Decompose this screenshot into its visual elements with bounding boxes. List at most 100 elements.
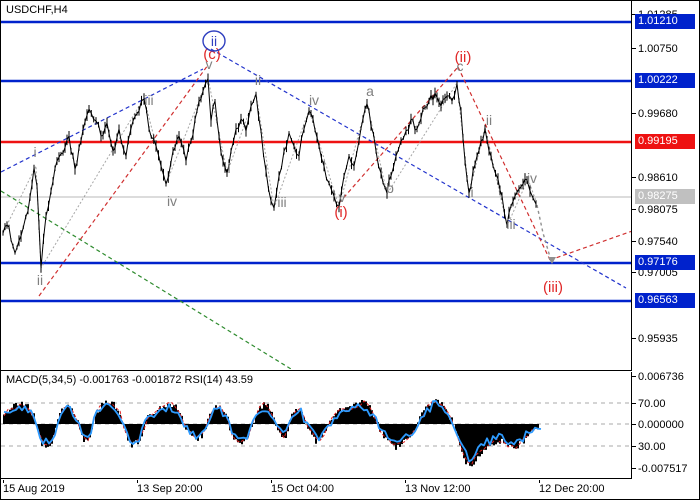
tick-mark bbox=[632, 177, 636, 178]
trendline-red bbox=[457, 66, 551, 261]
time-axis-label: 13 Nov 12:00 bbox=[405, 483, 471, 495]
support-resistance-lines bbox=[1, 20, 631, 303]
time-tick-mark bbox=[3, 480, 4, 483]
time-tick-mark bbox=[271, 480, 272, 483]
circled-wave-outline bbox=[202, 30, 226, 52]
tick-label: -0.007517 bbox=[638, 462, 688, 475]
tick-mark bbox=[632, 241, 636, 242]
price-bars bbox=[2, 73, 537, 273]
price-axis-tick: 0.006736 bbox=[632, 370, 684, 383]
rsi-line bbox=[3, 400, 542, 463]
price-axis-tick: 0.95935 bbox=[632, 332, 678, 345]
wave-label-gray: b bbox=[386, 180, 394, 196]
price-axis-tick: 0.98610 bbox=[632, 171, 678, 184]
tick-label: 0.006736 bbox=[638, 370, 684, 383]
wave-label-gray: c bbox=[457, 58, 464, 74]
price-series bbox=[2, 73, 537, 273]
tick-label: 0.98610 bbox=[638, 171, 678, 184]
trendline-blue bbox=[1, 68, 204, 173]
price-badge-1.01210: 1.01210 bbox=[635, 14, 695, 29]
tick-label: 0.95935 bbox=[638, 332, 678, 345]
chart-symbol-title: USDCHF,H4 bbox=[6, 4, 68, 16]
wave-label-gray: iii bbox=[277, 194, 286, 210]
wave-label-red: (i) bbox=[334, 204, 347, 221]
price-badge-0.96563: 0.96563 bbox=[635, 293, 695, 308]
macd-histogram bbox=[3, 399, 539, 467]
time-tick-mark bbox=[405, 480, 406, 483]
tick-label: 0.97540 bbox=[638, 235, 678, 248]
trendline-green bbox=[1, 190, 292, 369]
wave-label-gray: iv bbox=[167, 193, 177, 209]
wave-label-gray: v bbox=[206, 56, 213, 72]
time-tick-mark bbox=[539, 480, 540, 483]
tick-mark bbox=[632, 113, 636, 114]
tick-mark bbox=[632, 446, 636, 447]
tick-mark bbox=[632, 376, 636, 377]
wave-label-gray: ii bbox=[255, 72, 261, 88]
indicator-label: MACD(5,34,5) -0.001763 -0.001872 RSI(14)… bbox=[6, 374, 254, 386]
tick-mark bbox=[632, 403, 636, 404]
tick-label: 0.98075 bbox=[638, 203, 678, 216]
wave-label-gray: iv bbox=[527, 170, 537, 186]
tick-mark bbox=[632, 14, 636, 15]
trendline-red bbox=[549, 230, 631, 261]
wave-label-red: (iii) bbox=[543, 279, 563, 296]
price-badge-0.97176: 0.97176 bbox=[635, 255, 695, 270]
time-axis-label: 12 Dec 20:00 bbox=[539, 483, 605, 495]
indicator-canvas[interactable] bbox=[1, 372, 630, 477]
price-axis-tick: 0.97540 bbox=[632, 235, 678, 248]
tick-mark bbox=[632, 48, 636, 49]
tick-mark bbox=[632, 209, 636, 210]
wave-label-gray: v bbox=[339, 189, 346, 205]
time-axis[interactable]: 15 Aug 2019 13 Sep 20:00 15 Oct 04:00 13 No… bbox=[1, 480, 699, 499]
wave-label-red: (ii) bbox=[455, 49, 472, 66]
price-axis[interactable]: 1.012851.007500.996800.986100.980750.975… bbox=[632, 1, 699, 480]
trendline-blue bbox=[210, 48, 627, 289]
wave-label-gray: ii bbox=[486, 112, 492, 128]
tick-mark bbox=[632, 272, 636, 273]
price-axis-tick: 0.99680 bbox=[632, 107, 678, 120]
wave-label-gray: iii bbox=[506, 216, 515, 232]
trendlines bbox=[1, 48, 631, 369]
price-axis-tick: 0.98075 bbox=[632, 203, 678, 216]
tick-mark bbox=[632, 468, 636, 469]
price-line bbox=[2, 77, 537, 269]
price-badge-0.98275: 0.98275 bbox=[635, 189, 695, 204]
tick-mark bbox=[632, 424, 636, 425]
wave-label-gray: i bbox=[33, 144, 36, 160]
wave-label-gray: i bbox=[227, 160, 230, 176]
tick-label: 0.000000 bbox=[638, 418, 684, 431]
wave-label-gray: iv bbox=[309, 92, 319, 108]
price-axis-tick: 1.00750 bbox=[632, 42, 678, 55]
tick-label: 0.99680 bbox=[638, 107, 678, 120]
time-axis-label: 13 Sep 20:00 bbox=[137, 483, 203, 495]
wave-label-gray: i bbox=[470, 184, 473, 200]
indicator-panel[interactable]: MACD(5,34,5) -0.001763 -0.001872 RSI(14)… bbox=[1, 372, 632, 479]
wave-label-circled: ii bbox=[211, 33, 217, 49]
wave-label-gray: a bbox=[366, 83, 374, 99]
trendline-red bbox=[338, 66, 459, 204]
tick-mark bbox=[632, 338, 636, 339]
forecast-arrow bbox=[536, 204, 556, 264]
trendline-red bbox=[38, 64, 209, 297]
price-axis-tick: 0.000000 bbox=[632, 418, 684, 431]
price-badge-0.99195: 0.99195 bbox=[635, 134, 695, 149]
price-chart-panel[interactable]: USDCHF,H4 i ii iii iv v i ii iii iv v a b c i ii iii iv(… bbox=[1, 1, 632, 371]
tick-label: 70.00 bbox=[638, 397, 666, 410]
wave-label-gray: iii bbox=[144, 92, 153, 108]
price-axis-tick: -0.007517 bbox=[632, 462, 688, 475]
time-tick-mark bbox=[137, 480, 138, 483]
tick-label: 1.00750 bbox=[638, 42, 678, 55]
wave-label-gray: ii bbox=[37, 272, 43, 288]
price-axis-tick: 30.00 bbox=[632, 440, 666, 453]
wave-zigzag-line bbox=[2, 76, 537, 270]
forecast-path bbox=[536, 204, 551, 258]
price-badge-1.00222: 1.00222 bbox=[635, 73, 695, 88]
tick-label: 30.00 bbox=[638, 440, 666, 453]
price-axis-tick: 70.00 bbox=[632, 397, 666, 410]
time-axis-label: 15 Oct 04:00 bbox=[271, 483, 334, 495]
arrowhead-icon bbox=[548, 257, 556, 264]
